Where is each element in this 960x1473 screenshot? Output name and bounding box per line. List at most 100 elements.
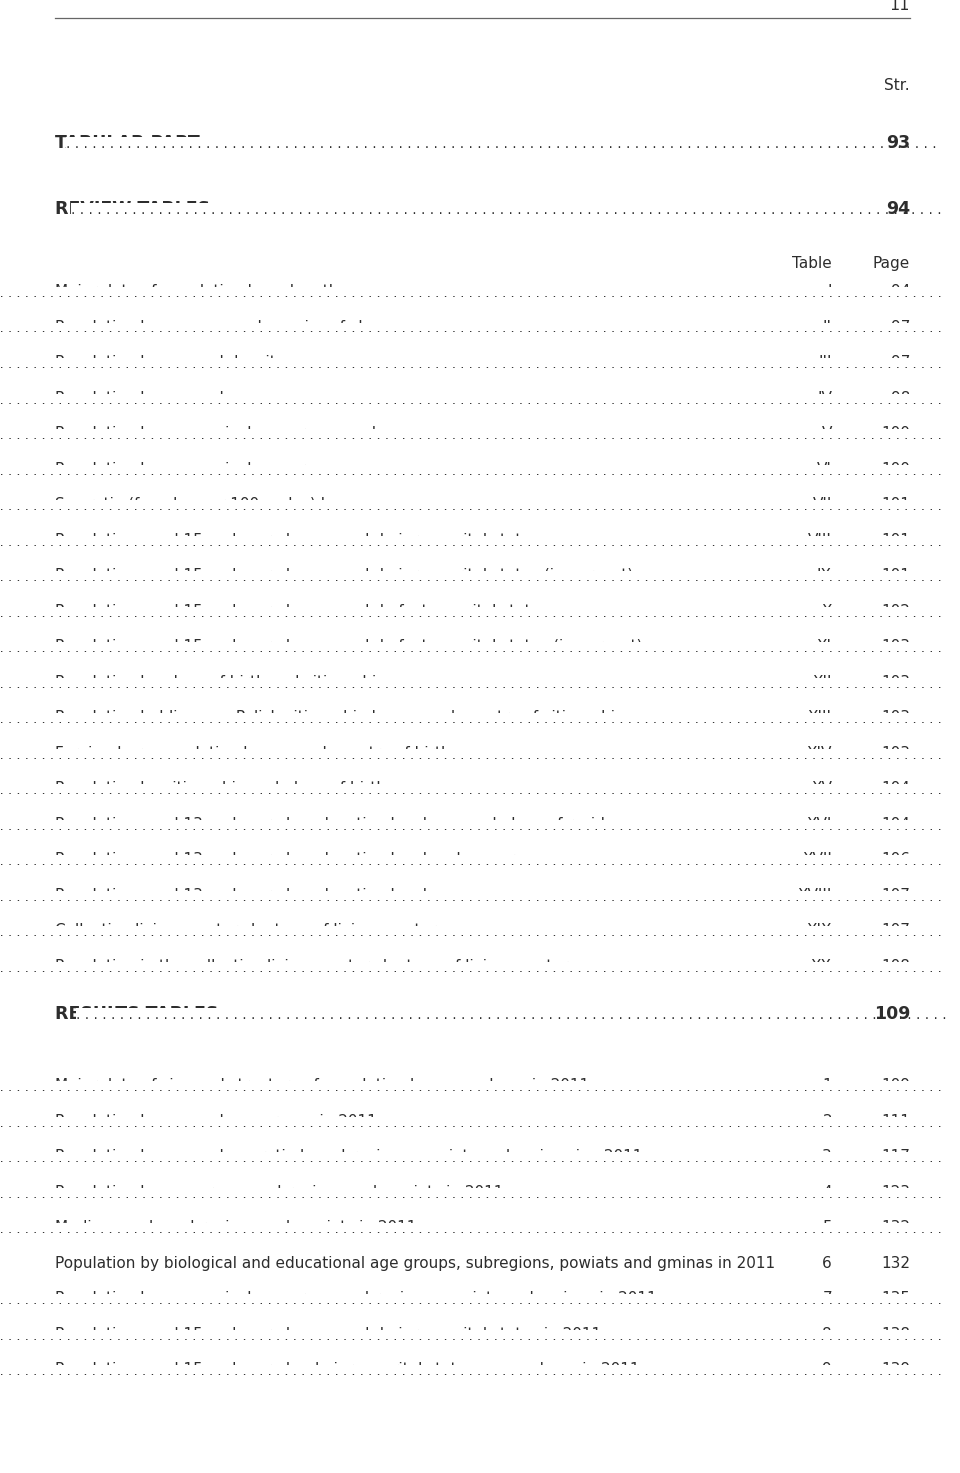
Text: Table: Table <box>792 256 832 271</box>
Text: 103: 103 <box>881 745 910 760</box>
Text: 7: 7 <box>823 1290 832 1307</box>
Text: XIII: XIII <box>808 710 832 725</box>
Text: . . . . . . . . . . . . . . . . . . . . . . . . . . . . . . . . . . . . . . . . : . . . . . . . . . . . . . . . . . . . . … <box>0 1117 946 1130</box>
Text: REVIEW TABLES: REVIEW TABLES <box>55 200 210 218</box>
Text: 117: 117 <box>881 1149 910 1164</box>
Text: . . . . . . . . . . . . . . . . . . . . . . . . . . . . . . . . . . . . . . . . : . . . . . . . . . . . . . . . . . . . . … <box>0 784 946 797</box>
Text: . . . . . . . . . . . . . . . . . . . . . . . . . . . . . . . . . . . . . . . . : . . . . . . . . . . . . . . . . . . . . … <box>0 1330 946 1342</box>
Text: VI: VI <box>817 461 832 476</box>
Text: 97: 97 <box>891 320 910 334</box>
Text: XIX: XIX <box>806 924 832 938</box>
Text: TABULAR PART: TABULAR PART <box>55 134 200 152</box>
Text: Population by sex and age.: Population by sex and age. <box>55 390 262 405</box>
Text: 100: 100 <box>881 426 910 440</box>
Text: . . . . . . . . . . . . . . . . . . . . . . . . . . . . . . . . . . . . . . . . : . . . . . . . . . . . . . . . . . . . . … <box>0 1223 946 1236</box>
Text: Str.: Str. <box>884 78 910 93</box>
Text: Foreign-born population by sex and country of birth.: Foreign-born population by sex and count… <box>55 745 455 760</box>
Text: . . . . . . . . . . . . . . . . . . . . . . . . . . . . . . . . . . . . . . . . : . . . . . . . . . . . . . . . . . . . . … <box>0 287 946 300</box>
Text: Population by citizenship and place of birth: Population by citizenship and place of b… <box>55 781 386 795</box>
Text: Population by age groups, subregions and powiats in 2011: Population by age groups, subregions and… <box>55 1184 503 1199</box>
Text: XI: XI <box>817 639 832 654</box>
Text: 139: 139 <box>881 1363 910 1377</box>
Text: 94: 94 <box>886 200 910 218</box>
Text: 94: 94 <box>891 284 910 299</box>
Text: . . . . . . . . . . . . . . . . . . . . . . . . . . . . . . . . . . . . . . . . : . . . . . . . . . . . . . . . . . . . . … <box>0 464 946 477</box>
Text: XX: XX <box>811 959 832 974</box>
Text: . . . . . . . . . . . . . . . . . . . . . . . . . . . . . . . . . . . . . . . . : . . . . . . . . . . . . . . . . . . . . … <box>0 891 946 903</box>
Text: RESULTS TABLES: RESULTS TABLES <box>55 1005 218 1022</box>
Text: 4: 4 <box>823 1184 832 1199</box>
Text: . . . . . . . . . . . . . . . . . . . . . . . . . . . . . . . . . . . . . . . . : . . . . . . . . . . . . . . . . . . . . … <box>66 137 941 150</box>
Text: Population by sex and age groups in 2011: Population by sex and age groups in 2011 <box>55 1114 376 1128</box>
Text: Population by economical age groups: Population by economical age groups <box>55 461 343 476</box>
Text: 103: 103 <box>881 675 910 689</box>
Text: . . . . . . . . . . . . . . . . . . . . . . . . . . . . . . . . . . . . . . . . : . . . . . . . . . . . . . . . . . . . . … <box>0 927 946 938</box>
Text: Population by sex and density: Population by sex and density <box>55 355 285 370</box>
Text: . . . . . . . . . . . . . . . . . . . . . . . . . . . . . . . . . . . . . . . . : . . . . . . . . . . . . . . . . . . . . … <box>71 203 946 217</box>
Text: . . . . . . . . . . . . . . . . . . . . . . . . . . . . . . . . . . . . . . . . : . . . . . . . . . . . . . . . . . . . . … <box>0 572 946 583</box>
Text: Population aged 15 and more by sex and de facto marital status: Population aged 15 and more by sex and d… <box>55 604 548 619</box>
Text: 107: 107 <box>881 888 910 903</box>
Text: . . . . . . . . . . . . . . . . . . . . . . . . . . . . . . . . . . . . . . . . : . . . . . . . . . . . . . . . . . . . . … <box>0 499 946 513</box>
Text: . . . . . . . . . . . . . . . . . . . . . . . . . . . . . . . . . . . . . . . . : . . . . . . . . . . . . . . . . . . . . … <box>0 1152 946 1165</box>
Text: . . . . . . . . . . . . . . . . . . . . . . . . . . . . . . . . . . . . . . . . : . . . . . . . . . . . . . . . . . . . . … <box>0 1295 946 1307</box>
Text: 109: 109 <box>874 1005 910 1022</box>
Text: . . . . . . . . . . . . . . . . . . . . . . . . . . . . . . . . . . . . . . . . : . . . . . . . . . . . . . . . . . . . . … <box>0 429 946 442</box>
Text: 102: 102 <box>881 604 910 619</box>
Text: . . . . . . . . . . . . . . . . . . . . . . . . . . . . . . . . . . . . . . . . : . . . . . . . . . . . . . . . . . . . . … <box>0 393 946 407</box>
Text: Page: Page <box>873 256 910 271</box>
Text: Population aged 13 and more by education level and age groups: Population aged 13 and more by education… <box>55 851 551 868</box>
Text: . . . . . . . . . . . . . . . . . . . . . . . . . . . . . . . . . . . . . . . . : . . . . . . . . . . . . . . . . . . . . … <box>0 713 946 726</box>
Text: Population by censuses – dynamics of changes.: Population by censuses – dynamics of cha… <box>55 320 420 334</box>
Text: XV: XV <box>811 781 832 795</box>
Text: 106: 106 <box>881 851 910 868</box>
Text: 109: 109 <box>881 1078 910 1093</box>
Text: 1: 1 <box>823 1078 832 1093</box>
Text: 98: 98 <box>891 390 910 405</box>
Text: 93: 93 <box>886 134 910 152</box>
Text: Population by economical age groups and sex: Population by economical age groups and … <box>55 426 407 440</box>
Text: II: II <box>823 320 832 334</box>
Text: VIII: VIII <box>808 533 832 548</box>
Text: Population aged 15 and more by de jure marital status, sex and age in 2011: Population aged 15 and more by de jure m… <box>55 1363 639 1377</box>
Text: 8: 8 <box>823 1327 832 1342</box>
Text: Population by biological and educational age groups, subregions, powiats and gmi: Population by biological and educational… <box>55 1255 775 1271</box>
Text: Population by place of birth and citizenship: Population by place of birth and citizen… <box>55 675 386 689</box>
Text: 5: 5 <box>823 1220 832 1234</box>
Text: V: V <box>822 426 832 440</box>
Text: . . . . . . . . . . . . . . . . . . . . . . . . . . . . . . . . . . . . . . . . : . . . . . . . . . . . . . . . . . . . . … <box>0 748 946 762</box>
Text: Population holding non-Polish citizenship by sex and country of citizenship: Population holding non-Polish citizenshi… <box>55 710 625 725</box>
Text: Population aged 15 and more by sex and de facto marital status (in percent).: Population aged 15 and more by sex and d… <box>55 639 647 654</box>
Text: 135: 135 <box>881 1290 910 1307</box>
Text: . . . . . . . . . . . . . . . . . . . . . . . . . . . . . . . . . . . . . . . . : . . . . . . . . . . . . . . . . . . . . … <box>0 1187 946 1200</box>
Text: 123: 123 <box>881 1184 910 1199</box>
Text: I: I <box>828 284 832 299</box>
Text: Population aged 13 and more by education level: Population aged 13 and more by education… <box>55 888 427 903</box>
Text: 2: 2 <box>823 1114 832 1128</box>
Text: 6: 6 <box>823 1255 832 1271</box>
Text: . . . . . . . . . . . . . . . . . . . . . . . . . . . . . . . . . . . . . . . . : . . . . . . . . . . . . . . . . . . . . … <box>0 1365 946 1379</box>
Text: 9: 9 <box>823 1363 832 1377</box>
Text: . . . . . . . . . . . . . . . . . . . . . . . . . . . . . . . . . . . . . . . . : . . . . . . . . . . . . . . . . . . . . … <box>0 323 946 336</box>
Text: VII: VII <box>812 496 832 513</box>
Text: . . . . . . . . . . . . . . . . . . . . . . . . . . . . . . . . . . . . . . . . : . . . . . . . . . . . . . . . . . . . . … <box>0 819 946 832</box>
Text: 11: 11 <box>890 0 910 13</box>
Text: Population aged 15 and more by sex and de jure marital status in 2011: Population aged 15 and more by sex and d… <box>55 1327 601 1342</box>
Text: 97: 97 <box>891 355 910 370</box>
Text: Population in the collective living quarters by type of living quarters.: Population in the collective living quar… <box>55 959 581 974</box>
Text: XVII: XVII <box>803 851 832 868</box>
Text: . . . . . . . . . . . . . . . . . . . . . . . . . . . . . . . . . . . . . . . . : . . . . . . . . . . . . . . . . . . . . … <box>0 358 946 371</box>
Text: . . . . . . . . . . . . . . . . . . . . . . . . . . . . . . . . . . . . . . . . : . . . . . . . . . . . . . . . . . . . . … <box>76 1008 951 1022</box>
Text: 111: 111 <box>881 1114 910 1128</box>
Text: XII: XII <box>812 675 832 689</box>
Text: Median age by subregions and powiats in 2011: Median age by subregions and powiats in … <box>55 1220 417 1234</box>
Text: XIV: XIV <box>806 745 832 760</box>
Text: 132: 132 <box>881 1255 910 1271</box>
Text: XVI: XVI <box>806 816 832 831</box>
Text: 101: 101 <box>881 569 910 583</box>
Text: 3: 3 <box>823 1149 832 1164</box>
Text: III: III <box>819 355 832 370</box>
Text: XVIII: XVIII <box>798 888 832 903</box>
Text: . . . . . . . . . . . . . . . . . . . . . . . . . . . . . . . . . . . . . . . . : . . . . . . . . . . . . . . . . . . . . … <box>0 642 946 655</box>
Text: 104: 104 <box>881 816 910 831</box>
